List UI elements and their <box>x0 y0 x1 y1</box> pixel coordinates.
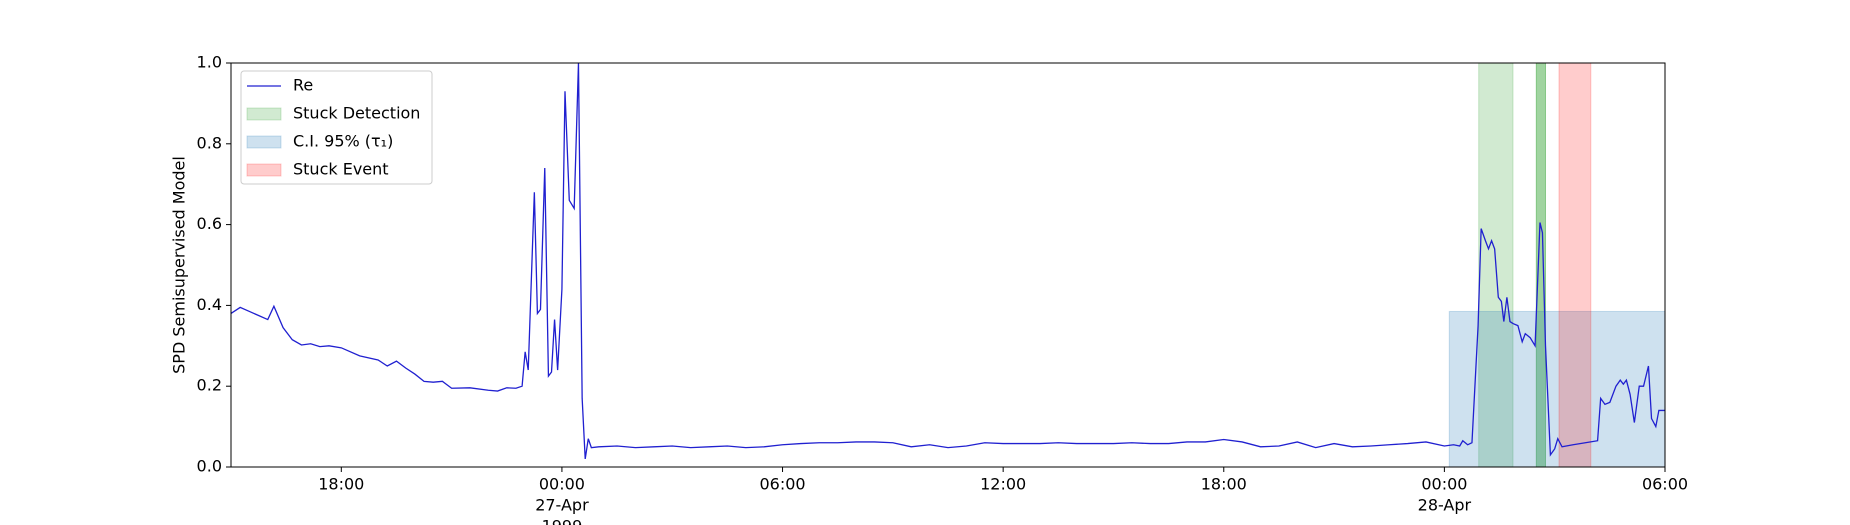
legend-label: Re <box>293 76 313 95</box>
legend-label: Stuck Detection <box>293 104 420 123</box>
span <box>1558 62 1592 468</box>
x-tick-label: 00:00 <box>1421 475 1467 494</box>
y-axis-label: SPD Semisupervised Model <box>170 156 189 374</box>
y-tick-label: 0.0 <box>197 457 222 476</box>
y-tick-label: 0.6 <box>197 214 222 233</box>
x-tick-label: 28-Apr <box>1418 496 1472 515</box>
x-tick-label: 06:00 <box>759 475 805 494</box>
x-tick-label: 06:00 <box>1642 475 1688 494</box>
x-tick-label: 1999 <box>542 517 583 525</box>
x-tick-label: 18:00 <box>1201 475 1247 494</box>
y-tick-label: 0.8 <box>197 133 222 152</box>
x-tick-label: 27-Apr <box>535 496 589 515</box>
plot-frame <box>230 62 1666 468</box>
y-tick-label: 1.0 <box>197 53 222 72</box>
x-tick-label: 00:00 <box>539 475 585 494</box>
span <box>1448 310 1666 468</box>
x-tick-label: 12:00 <box>980 475 1026 494</box>
y-tick-label: 0.4 <box>197 295 222 314</box>
legend-label: C.I. 95% (τ₁) <box>293 132 393 151</box>
legend-swatch <box>246 163 282 177</box>
x-tick-label: 18:00 <box>318 475 364 494</box>
y-tick-label: 0.2 <box>197 376 222 395</box>
series-line <box>230 62 1665 460</box>
legend-swatch <box>246 107 282 121</box>
legend-label: Stuck Event <box>293 160 389 179</box>
legend-frame <box>240 70 433 185</box>
legend-swatch <box>246 135 282 149</box>
legend: Re Stuck Detection C.I. 95% (τ₁) Stuck Even… <box>240 70 433 185</box>
